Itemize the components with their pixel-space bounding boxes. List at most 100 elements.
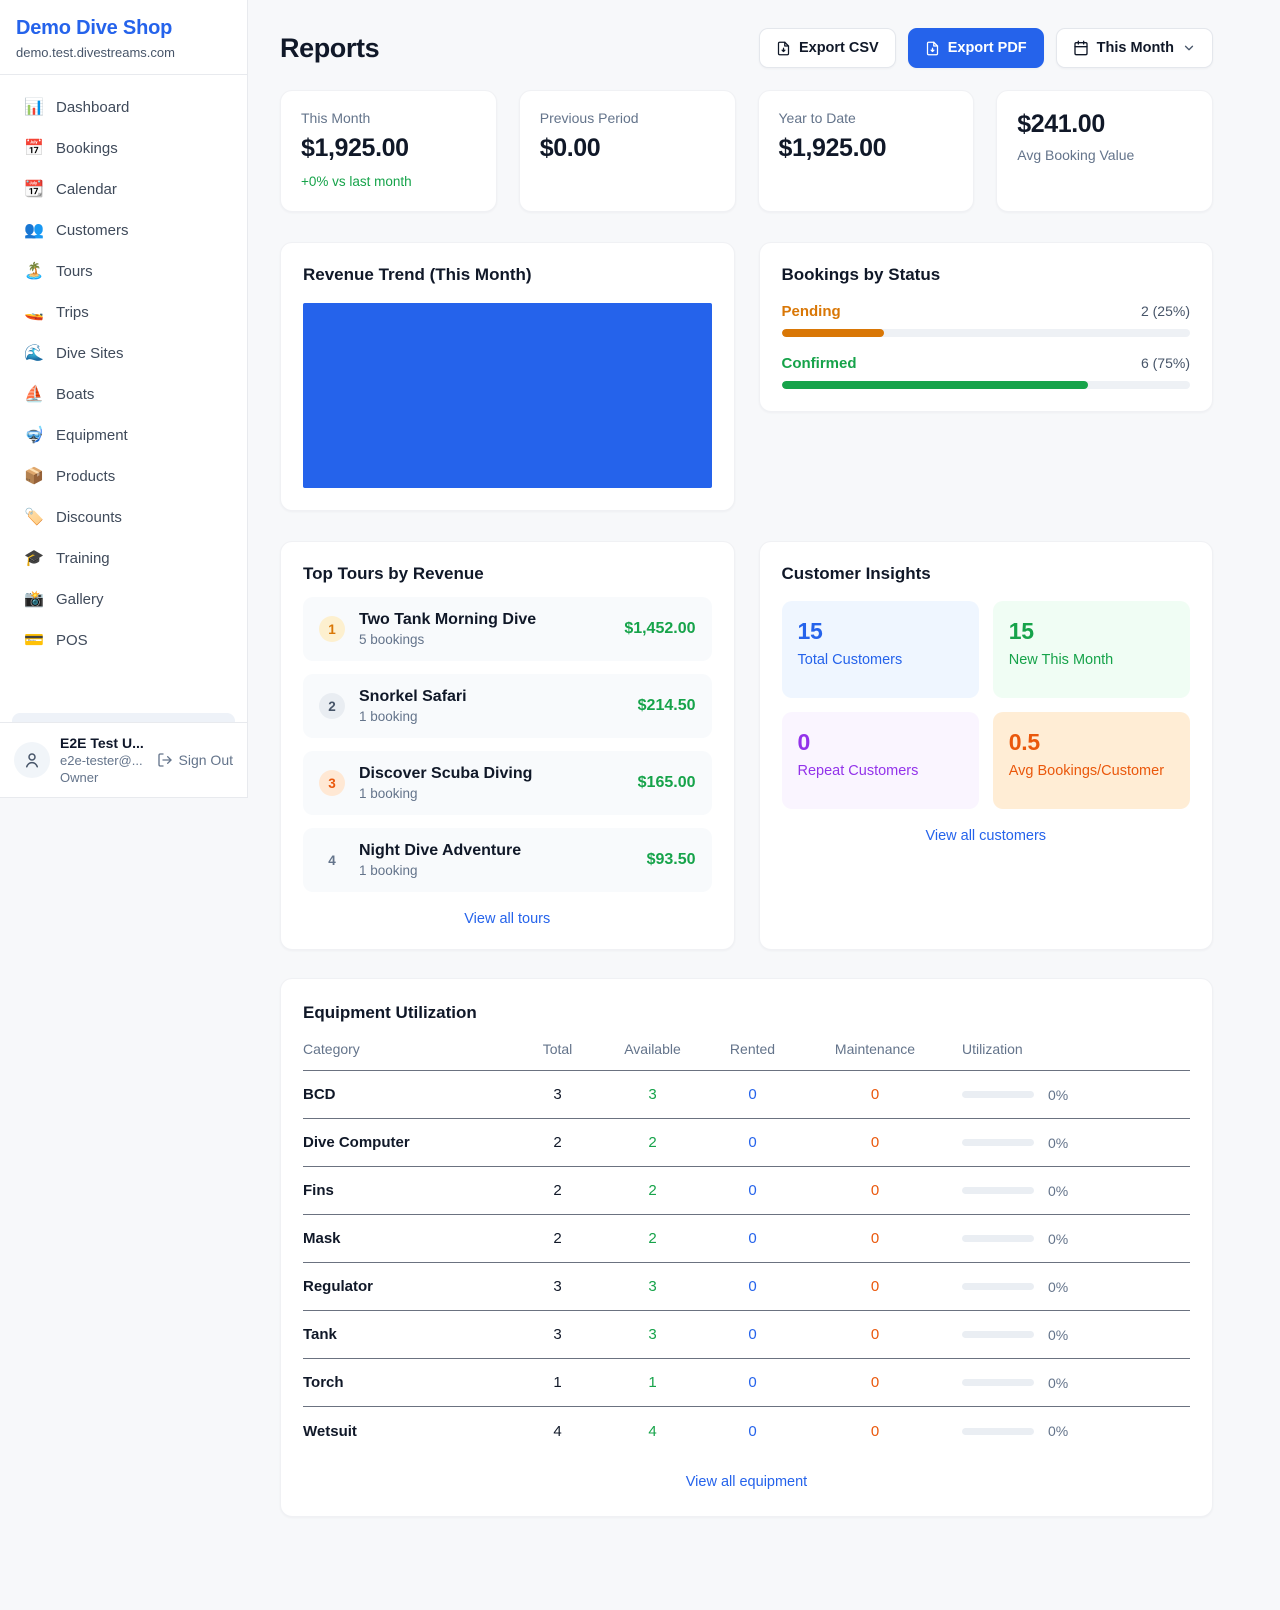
- sidebar-item[interactable]: 📦 Products: [12, 456, 235, 496]
- insight-tile: 0 Repeat Customers: [781, 712, 979, 809]
- sign-out-button[interactable]: Sign Out: [157, 752, 233, 768]
- sidebar-item[interactable]: ⛵ Boats: [12, 374, 235, 414]
- equipment-category: BCD: [303, 1086, 336, 1103]
- stat-value: $1,925.00: [301, 134, 409, 162]
- view-all-equipment-link[interactable]: View all equipment: [685, 1474, 808, 1490]
- view-all-tours-link[interactable]: View all tours: [464, 911, 551, 927]
- export-pdf-button[interactable]: Export PDF: [907, 28, 1044, 68]
- insight-value: 15: [1008, 618, 1034, 644]
- period-dropdown[interactable]: This Month: [1055, 28, 1213, 68]
- sidebar-item-icon: 🏷️: [24, 509, 44, 526]
- insight-label: Repeat Customers: [797, 763, 919, 779]
- equipment-category: Wetsuit: [303, 1422, 357, 1440]
- equipment-rented: 0: [748, 1422, 757, 1440]
- status-count: 2 (25%): [1140, 303, 1190, 319]
- main-content: Reports Export CSV Export PDF: [248, 0, 1280, 1557]
- col-header-utilization: Utilization: [962, 1041, 1023, 1057]
- utilization-percent: 0%: [1048, 1374, 1069, 1391]
- equipment-rented: 0: [748, 1230, 757, 1247]
- top-tours-panel: Top Tours by Revenue 1 Two Tank Morning …: [280, 541, 735, 950]
- status-item: Confirmed 6 (75%): [781, 355, 1190, 389]
- utilization-percent: 0%: [1048, 1086, 1069, 1103]
- sidebar-item-label: Discounts: [56, 508, 122, 526]
- equipment-maintenance: 0: [870, 1278, 880, 1295]
- equipment-maintenance: 0: [870, 1326, 880, 1343]
- equipment-category: Fins: [303, 1182, 334, 1199]
- sidebar-item[interactable]: 🌊 Dive Sites: [12, 333, 235, 373]
- customer-insights-panel: Customer Insights 15 Total Customers 15 …: [758, 541, 1213, 950]
- sidebar-item-icon: 💳: [24, 632, 44, 649]
- tour-bookings: 1 booking: [359, 786, 418, 801]
- rank-badge: 2: [319, 693, 345, 719]
- insight-value: 0: [797, 729, 811, 755]
- utilization-percent: 0%: [1048, 1326, 1069, 1343]
- tour-row[interactable]: 1 Two Tank Morning Dive 5 bookings $1,45…: [303, 597, 712, 661]
- export-csv-button[interactable]: Export CSV: [758, 28, 896, 68]
- export-csv-label: Export CSV: [798, 40, 879, 56]
- tour-name: Night Dive Adventure: [359, 842, 522, 859]
- equipment-table: Category Total Available Rented Maintena…: [303, 1041, 1190, 1455]
- equipment-category: Regulator: [303, 1278, 374, 1295]
- bookings-by-status-panel: Bookings by Status Pending 2 (25%) Confi…: [758, 242, 1213, 412]
- equipment-maintenance: 0: [870, 1134, 880, 1151]
- equipment-available: 3: [648, 1326, 657, 1343]
- sidebar-item[interactable]: 📊 Dashboard: [12, 87, 235, 127]
- sidebar-nav: 📊 Dashboard 📅 Bookings 📆 Calendar 👥 Cust…: [0, 75, 247, 711]
- sidebar-header: Demo Dive Shop demo.test.divestreams.com: [0, 0, 247, 75]
- equipment-row: Dive Computer 2 2 0 0 0%: [303, 1119, 1190, 1167]
- sidebar-item-label: Customers: [56, 221, 129, 239]
- view-all-customers-link[interactable]: View all customers: [925, 828, 1047, 844]
- tour-row[interactable]: 3 Discover Scuba Diving 1 booking $165.0…: [303, 751, 712, 815]
- equipment-row: Torch 1 1 0 0 0%: [303, 1359, 1190, 1407]
- equipment-total: 3: [553, 1326, 562, 1343]
- page-header: Reports Export CSV Export PDF: [280, 28, 1213, 68]
- sidebar-item[interactable]: 🚤 Trips: [12, 292, 235, 332]
- user-name: E2E Test U...: [60, 735, 144, 751]
- sidebar-item[interactable]: 🤿 Equipment: [12, 415, 235, 455]
- sidebar-item-label: Boats: [56, 385, 95, 403]
- sidebar-item-icon: 📸: [24, 591, 44, 608]
- tour-row[interactable]: 2 Snorkel Safari 1 booking $214.50: [303, 674, 712, 738]
- equipment-rented: 0: [748, 1086, 757, 1103]
- sidebar-item[interactable]: 👥 Customers: [12, 210, 235, 250]
- status-label: Confirmed: [781, 355, 857, 372]
- user-icon: [26, 753, 38, 768]
- sidebar-item-label: Trips: [56, 303, 89, 321]
- col-header-available: Available: [624, 1041, 681, 1057]
- sidebar-item[interactable]: 📅 Bookings: [12, 128, 235, 168]
- sidebar-item[interactable]: 🏝️ Tours: [12, 251, 235, 291]
- sidebar-item-active-partial[interactable]: [12, 713, 235, 722]
- equipment-row: Wetsuit 4 4 0 0 0%: [303, 1407, 1190, 1455]
- tour-row[interactable]: 4 Night Dive Adventure 1 booking $93.50: [303, 828, 712, 892]
- utilization-bar: [962, 1091, 1034, 1098]
- equipment-row: BCD 3 3 0 0 0%: [303, 1071, 1190, 1119]
- equipment-available: 3: [648, 1278, 657, 1295]
- insight-value: 0.5: [1008, 729, 1040, 755]
- insight-label: Avg Bookings/Customer: [1008, 763, 1165, 779]
- equipment-utilization-title: Equipment Utilization: [303, 1003, 477, 1022]
- equipment-row: Tank 3 3 0 0 0%: [303, 1311, 1190, 1359]
- tours-list: 1 Two Tank Morning Dive 5 bookings $1,45…: [303, 597, 712, 892]
- equipment-table-header: Category Total Available Rented Maintena…: [303, 1041, 1190, 1071]
- sidebar-item[interactable]: 🎓 Training: [12, 538, 235, 578]
- page-title: Reports: [280, 32, 380, 63]
- equipment-row: Fins 2 2 0 0 0%: [303, 1167, 1190, 1215]
- tour-revenue: $165.00: [637, 774, 696, 791]
- revenue-trend-title: Revenue Trend (This Month): [303, 265, 532, 284]
- sign-out-label: Sign Out: [178, 752, 233, 768]
- equipment-total: 3: [553, 1086, 562, 1103]
- stat-card-this-month: This Month $1,925.00 +0% vs last month: [280, 90, 497, 212]
- utilization-percent: 0%: [1048, 1134, 1069, 1151]
- user-info: E2E Test U... e2e-tester@... Owner: [60, 735, 147, 785]
- equipment-maintenance: 0: [870, 1086, 880, 1103]
- equipment-available: 2: [648, 1182, 657, 1199]
- col-header-total: Total: [542, 1041, 573, 1057]
- sidebar-item[interactable]: 💳 POS: [12, 620, 235, 660]
- equipment-rented: 0: [748, 1134, 757, 1151]
- rank-badge: 3: [319, 770, 345, 796]
- sidebar-item[interactable]: 📸 Gallery: [12, 579, 235, 619]
- insight-tile: 15 Total Customers: [781, 601, 979, 698]
- sidebar-item[interactable]: 📆 Calendar: [12, 169, 235, 209]
- sidebar-item[interactable]: 🏷️ Discounts: [12, 497, 235, 537]
- equipment-maintenance: 0: [870, 1182, 880, 1199]
